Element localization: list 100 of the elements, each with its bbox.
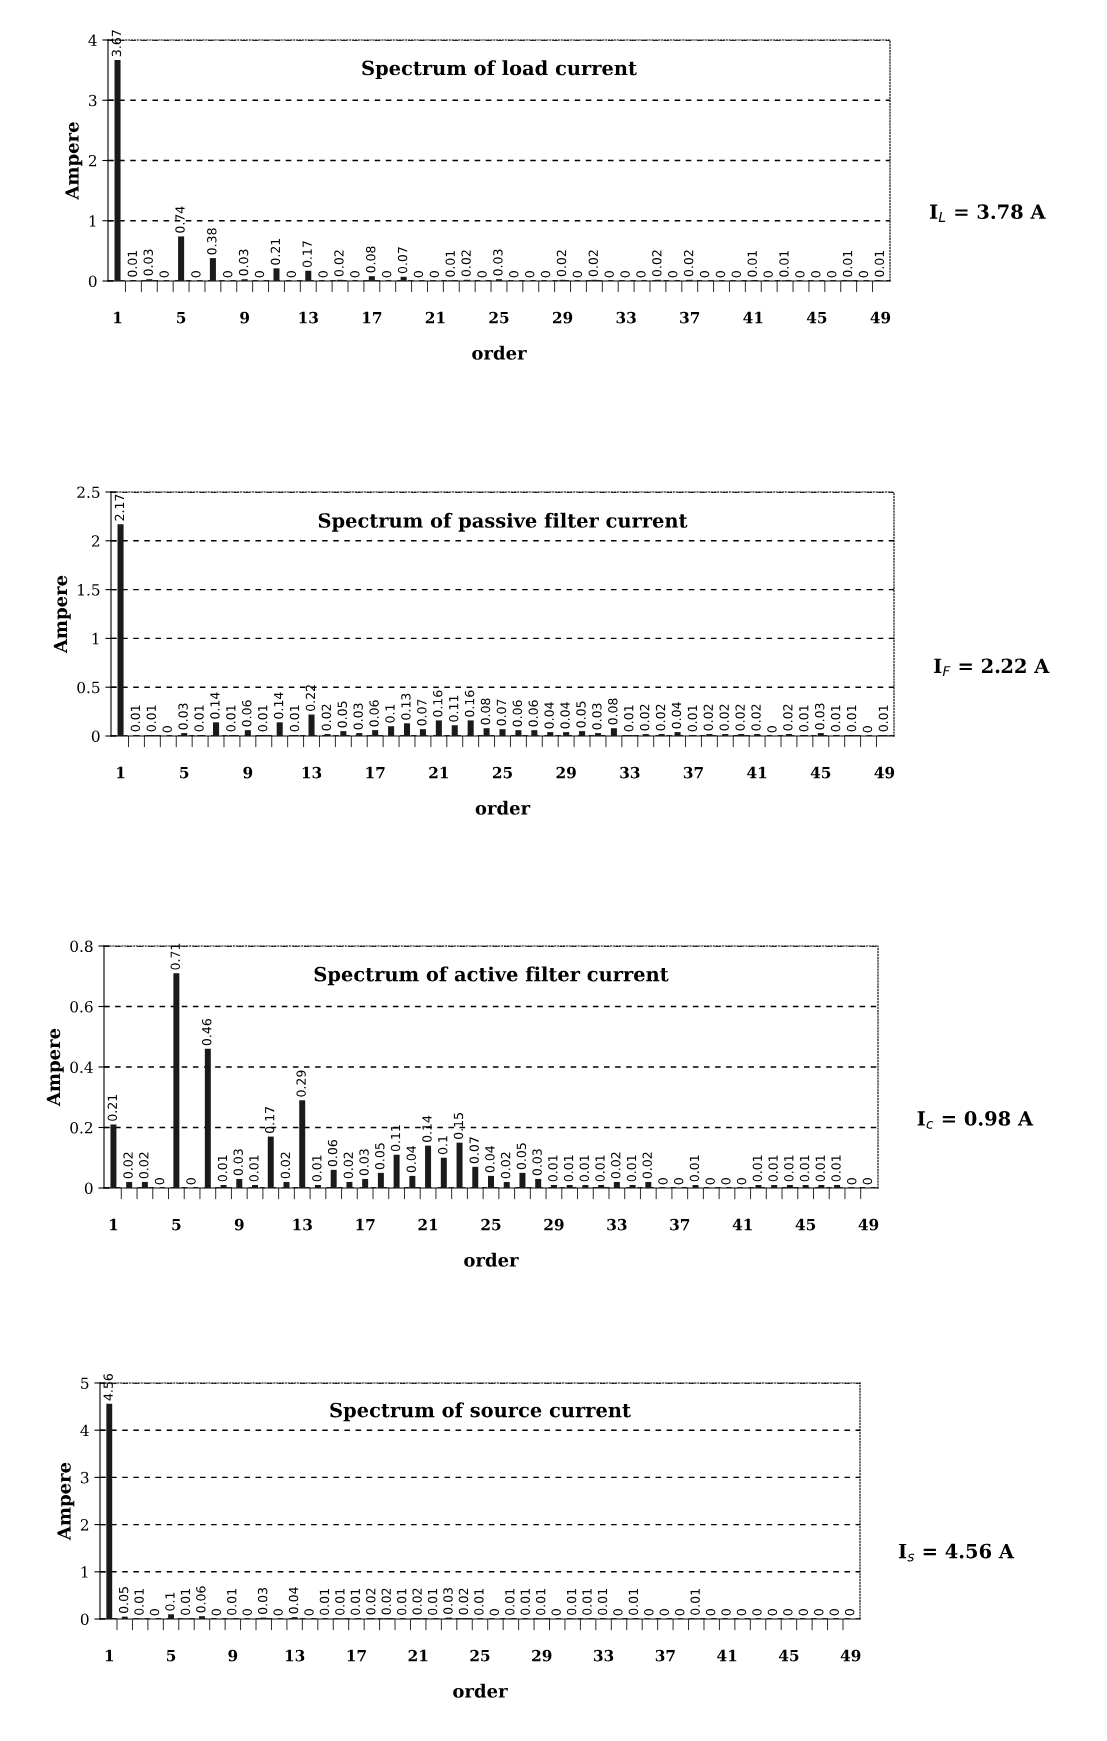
x-tick-label: 5	[180, 767, 189, 779]
text: I$_{L}$ = 3.78 A	[930, 204, 1046, 222]
data-label: 0.17	[264, 1107, 275, 1133]
data-label: 0.02	[343, 1152, 354, 1179]
text: Spectrum of passive filter current	[318, 512, 688, 532]
data-label: 0.02	[588, 250, 598, 277]
data-label: 0.06	[512, 700, 523, 727]
data-label: 0.01	[623, 705, 634, 732]
data-label: 3.67	[111, 30, 122, 57]
data-label: 0.01	[815, 1155, 825, 1182]
data-label: 0.01	[535, 1589, 546, 1615]
y-tick-label: 0.6	[70, 1000, 93, 1013]
data-label: 0.01	[312, 1155, 322, 1182]
data-label: 0	[721, 1609, 731, 1616]
y-tick-label: 4	[88, 34, 97, 46]
y-tick-label: 3	[89, 94, 97, 107]
data-label: 0.03	[359, 1149, 369, 1176]
data-label: 0.02	[458, 1588, 469, 1615]
y-tick-label: 0	[80, 1613, 89, 1626]
y-axis-title: Ampere	[53, 575, 71, 654]
data-label: 0.1	[165, 1592, 175, 1611]
data-label: 0.03	[143, 249, 153, 276]
x-tick-label: 13	[293, 1218, 312, 1231]
data-label: 0.06	[369, 700, 379, 727]
data-label: 0.01	[784, 1155, 794, 1182]
data-label: 0.08	[608, 698, 618, 725]
data-label: 0.08	[480, 698, 491, 725]
x-tick-label: 17	[366, 766, 385, 779]
data-label: 0.11	[448, 695, 459, 722]
data-label: 0.04	[560, 702, 570, 729]
data-label: 0	[829, 1609, 839, 1616]
data-label: 0	[699, 271, 710, 278]
data-label: 0.03	[493, 249, 503, 276]
data-label: 0.16	[433, 690, 443, 717]
data-label: 0.01	[548, 1155, 558, 1182]
data-label: 0	[736, 1178, 747, 1185]
x-tick-label: 25	[492, 766, 512, 779]
data-label: 0.01	[194, 705, 204, 732]
data-label: 0.07	[496, 699, 507, 726]
y-tick-label: 3	[81, 1471, 89, 1484]
text: I$_{F}$ = 2.22 A	[934, 658, 1050, 677]
data-label: 0.01	[396, 1589, 407, 1615]
data-label: 0.03	[592, 703, 602, 730]
text: Spectrum of source current	[330, 1402, 631, 1422]
data-label: 0.01	[319, 1589, 330, 1615]
data-label: 0	[673, 1178, 684, 1185]
x-tick-label: 37	[683, 766, 703, 779]
x-tick-label: 33	[594, 1649, 614, 1662]
data-label: 0	[273, 1609, 283, 1616]
data-label: 0.01	[842, 250, 853, 277]
data-label: 0.02	[642, 1152, 652, 1179]
x-axis-title: order	[453, 1683, 508, 1698]
y-axis-title: Ampere	[65, 122, 83, 200]
x-tick-label: 1	[109, 1218, 118, 1231]
data-label: 0.01	[582, 1589, 592, 1615]
data-label: 0.14	[273, 692, 284, 719]
data-label: 0.07	[397, 247, 408, 274]
data-label: 0.02	[366, 1588, 376, 1615]
data-label: 0	[658, 1178, 668, 1185]
data-label: 0.07	[417, 699, 427, 726]
y-tick-label: 5	[81, 1377, 89, 1390]
data-label: 0.02	[639, 704, 650, 731]
data-label: 0.01	[563, 1155, 574, 1182]
data-label: 0.04	[288, 1587, 299, 1614]
data-label: 0.01	[830, 705, 841, 732]
x-tick-label: 13	[299, 311, 318, 324]
data-label: 0.01	[690, 1589, 700, 1615]
x-tick-label: 9	[240, 311, 250, 324]
data-label: 0	[286, 271, 296, 278]
data-label: 0.01	[520, 1589, 530, 1615]
data-label: 0	[551, 1609, 561, 1616]
x-tick-label: 9	[243, 766, 253, 779]
x-tick-label: 1	[114, 311, 122, 324]
x-tick-label: 29	[544, 1218, 564, 1231]
data-label: 0.01	[427, 1589, 438, 1615]
data-label: 0.01	[474, 1589, 484, 1615]
data-label: 0	[304, 1609, 314, 1616]
data-label: 0.21	[270, 238, 281, 265]
data-label: 0.02	[783, 704, 793, 731]
data-label: 0.02	[280, 1152, 291, 1179]
data-label: 0.02	[334, 250, 344, 277]
text: Spectrum of active filter current	[314, 966, 669, 986]
data-label: 0.03	[178, 703, 188, 730]
data-label: 0.01	[747, 250, 757, 277]
data-label: 0.02	[652, 250, 662, 277]
x-tick-label: 17	[356, 1218, 375, 1231]
x-tick-label: 21	[418, 1218, 438, 1231]
x-tick-label: 1	[105, 1649, 114, 1662]
data-label: 0.38	[207, 228, 217, 255]
data-label: 0	[858, 271, 869, 278]
data-label: 0	[721, 1178, 731, 1185]
data-label: 0.01	[799, 1155, 810, 1182]
data-label: 0.02	[500, 1152, 511, 1179]
y-tick-label: 0	[88, 275, 97, 288]
data-label: 0	[572, 271, 583, 278]
data-label: 0.01	[799, 705, 809, 732]
x-tick-label: 37	[680, 311, 700, 324]
data-label: 0.06	[196, 1586, 206, 1613]
data-label: 0.02	[556, 250, 567, 277]
data-label: 0.16	[464, 690, 475, 717]
